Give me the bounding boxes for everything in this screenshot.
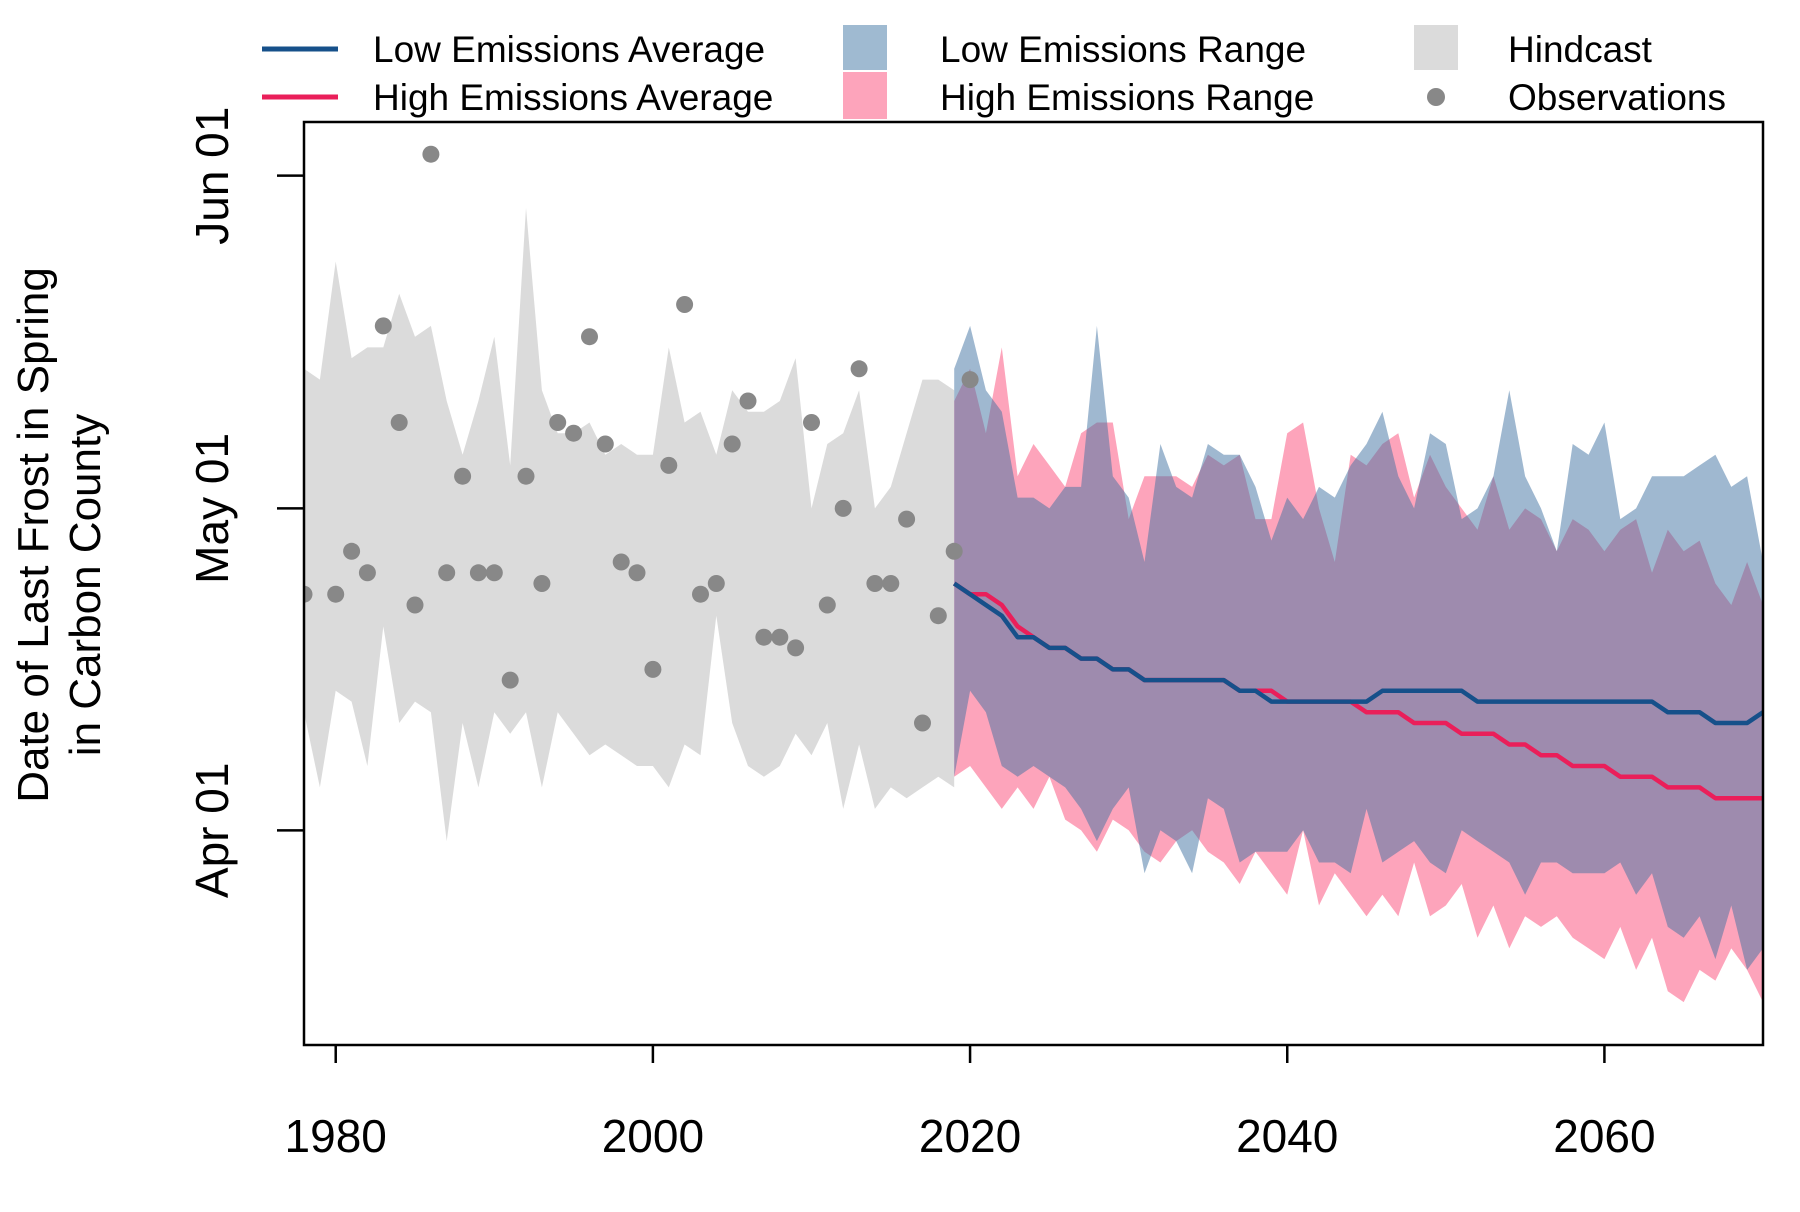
observation-point — [390, 414, 408, 431]
observation-point — [818, 596, 836, 614]
hindcast-range-band — [304, 207, 955, 842]
observation-point — [581, 328, 598, 346]
legend-swatch-hindcast — [1414, 25, 1458, 70]
observation-point — [358, 564, 376, 582]
observation-point — [898, 510, 916, 528]
observation-point — [628, 564, 646, 582]
y-tick-label: Jun 01 — [186, 107, 238, 245]
legend-swatch-high-emissions-range — [843, 72, 887, 119]
x-tick-label: 1980 — [285, 1110, 387, 1162]
observation-point — [469, 564, 487, 582]
observation-point — [374, 317, 392, 335]
observation-point — [533, 575, 551, 592]
observation-point — [549, 414, 567, 431]
x-tick-label: 2000 — [602, 1110, 704, 1162]
y-axis-title-line-2: in Carbon County — [61, 414, 110, 756]
observation-point — [755, 628, 773, 646]
observation-point — [612, 553, 630, 571]
low-emissions-range-band — [954, 325, 1763, 970]
observation-point — [676, 296, 694, 313]
axes: 1980 2000 2020 2040 2060 Apr 01 May 01 Jun 01 — [186, 107, 1765, 1162]
observation-point — [945, 542, 963, 560]
observation-point — [707, 575, 725, 592]
observation-point — [454, 467, 472, 485]
plot-area — [304, 145, 1763, 1003]
legend-label-hindcast: Hindcast — [1508, 29, 1653, 70]
observation-point — [343, 542, 361, 560]
observation-point — [596, 435, 614, 453]
legend: Low Emissions Average High Emissions Ave… — [262, 25, 1726, 119]
observation-point — [771, 628, 789, 646]
legend-label-low-emissions-average: Low Emissions Average — [373, 29, 765, 70]
observation-point — [961, 371, 979, 389]
x-tick-label: 2060 — [1553, 1110, 1655, 1162]
observation-point — [834, 499, 852, 517]
observation-point — [422, 145, 440, 163]
observation-point — [692, 585, 709, 603]
observation-point — [787, 639, 805, 657]
observation-point — [406, 596, 424, 614]
observation-point — [803, 414, 820, 431]
plot-frame — [302, 120, 1765, 1047]
observation-point — [914, 714, 931, 732]
x-tick-label: 2020 — [919, 1110, 1021, 1162]
low-emissions-average-line — [952, 581, 1763, 726]
observation-point — [882, 575, 900, 592]
legend-swatch-low-emissions-range — [843, 25, 887, 70]
observation-point — [660, 456, 678, 474]
observation-point — [723, 435, 741, 453]
observation-point — [565, 424, 583, 442]
legend-label-observations: Observations — [1508, 77, 1726, 118]
legend-label-high-emissions-average: High Emissions Average — [373, 77, 773, 118]
observation-point — [517, 467, 535, 485]
observation-point — [739, 392, 757, 410]
observation-point — [304, 585, 313, 603]
observation-point — [501, 671, 519, 689]
observation-point — [438, 564, 456, 582]
y-tick-label: Apr 01 — [186, 763, 238, 899]
observation-point — [850, 360, 868, 378]
y-axis-title: Date of Last Frost in Spring in Carbon C… — [9, 267, 110, 803]
observation-point — [866, 575, 884, 592]
y-axis-title-line-1: Date of Last Frost in Spring — [9, 267, 58, 803]
x-tick-label: 2040 — [1236, 1110, 1338, 1162]
observation-point — [929, 607, 947, 625]
legend-label-low-emissions-range: Low Emissions Range — [940, 29, 1306, 70]
legend-label-high-emissions-range: High Emissions Range — [940, 77, 1314, 118]
y-tick-label: May 01 — [186, 433, 238, 584]
observation-point — [485, 564, 503, 582]
observation-point — [644, 660, 662, 678]
observation-point — [327, 585, 345, 603]
legend-swatch-observations — [1427, 88, 1445, 106]
